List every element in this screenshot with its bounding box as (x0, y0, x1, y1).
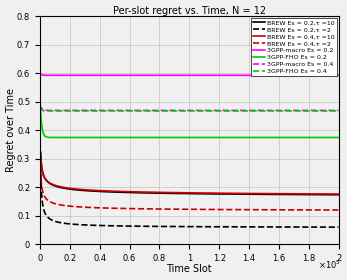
3GPP-macro Es = 0.4 (47, 109, 51, 112)
BREW Es = 0.2,τ =2 (217, 225, 221, 228)
BREW Es = 0.4,τ =2 (152, 207, 156, 211)
BREW Es = 0.2,τ =2 (92, 224, 96, 227)
3GPP-macro Es = 0.2 (47, 74, 51, 77)
3GPP-FHO Es = 0.4 (152, 109, 156, 113)
BREW Es = 0.2,τ =10 (283, 193, 288, 196)
Text: $\times10^5$: $\times10^5$ (319, 259, 341, 271)
BREW Es = 0.2,τ =10 (217, 192, 221, 196)
3GPP-macro Es = 0.4 (38, 103, 42, 106)
3GPP-macro Es = 0.4 (261, 109, 265, 112)
BREW Es = 0.4,τ =2 (232, 208, 236, 211)
Line: BREW Es = 0.4,τ =10: BREW Es = 0.4,τ =10 (40, 156, 339, 194)
BREW Es = 0.4,τ =2 (337, 208, 341, 212)
BREW Es = 0.4,τ =2 (217, 208, 221, 211)
BREW Es = 0.2,τ =10 (152, 192, 156, 195)
3GPP-FHO Es = 0.4 (283, 109, 288, 113)
Y-axis label: Regret over Time: Regret over Time (6, 88, 16, 172)
BREW Es = 0.2,τ =2 (38, 164, 42, 168)
3GPP-FHO Es = 0.2 (217, 136, 221, 139)
3GPP-macro Es = 0.2 (283, 74, 288, 77)
BREW Es = 0.4,τ =10 (217, 192, 221, 195)
BREW Es = 0.2,τ =10 (261, 193, 265, 196)
3GPP-macro Es = 0.2 (152, 74, 156, 77)
3GPP-FHO Es = 0.4 (217, 109, 221, 113)
3GPP-FHO Es = 0.2 (38, 94, 42, 98)
BREW Es = 0.4,τ =10 (38, 154, 42, 158)
BREW Es = 0.2,τ =10 (232, 192, 236, 196)
BREW Es = 0.4,τ =2 (261, 208, 265, 211)
Line: BREW Es = 0.2,τ =2: BREW Es = 0.2,τ =2 (40, 166, 339, 227)
Line: 3GPP-FHO Es = 0.4: 3GPP-FHO Es = 0.4 (40, 108, 339, 111)
Line: BREW Es = 0.2,τ =10: BREW Es = 0.2,τ =10 (40, 152, 339, 195)
3GPP-FHO Es = 0.2 (261, 136, 265, 139)
3GPP-FHO Es = 0.2 (337, 136, 341, 139)
Line: BREW Es = 0.4,τ =2: BREW Es = 0.4,τ =2 (40, 170, 339, 210)
BREW Es = 0.2,τ =10 (38, 150, 42, 153)
3GPP-macro Es = 0.2 (92, 74, 96, 77)
3GPP-FHO Es = 0.2 (152, 136, 156, 139)
3GPP-macro Es = 0.4 (152, 109, 156, 112)
BREW Es = 0.4,τ =2 (38, 169, 42, 172)
3GPP-FHO Es = 0.4 (38, 106, 42, 109)
BREW Es = 0.2,τ =2 (283, 225, 288, 229)
BREW Es = 0.2,τ =2 (261, 225, 265, 229)
3GPP-FHO Es = 0.4 (232, 109, 236, 113)
3GPP-FHO Es = 0.4 (47, 109, 51, 113)
3GPP-macro Es = 0.2 (261, 74, 265, 77)
BREW Es = 0.4,τ =2 (92, 206, 96, 209)
Line: 3GPP-macro Es = 0.4: 3GPP-macro Es = 0.4 (40, 105, 339, 110)
3GPP-macro Es = 0.2 (232, 74, 236, 77)
3GPP-macro Es = 0.4 (337, 109, 341, 112)
3GPP-macro Es = 0.2 (38, 72, 42, 75)
BREW Es = 0.4,τ =10 (261, 192, 265, 195)
BREW Es = 0.2,τ =10 (337, 193, 341, 197)
3GPP-macro Es = 0.4 (283, 109, 288, 112)
BREW Es = 0.2,τ =2 (337, 225, 341, 229)
3GPP-macro Es = 0.2 (337, 74, 341, 77)
3GPP-macro Es = 0.4 (217, 109, 221, 112)
BREW Es = 0.2,τ =2 (232, 225, 236, 228)
3GPP-FHO Es = 0.2 (232, 136, 236, 139)
3GPP-FHO Es = 0.2 (47, 136, 51, 139)
3GPP-FHO Es = 0.2 (283, 136, 288, 139)
3GPP-macro Es = 0.2 (217, 74, 221, 77)
BREW Es = 0.2,τ =2 (152, 225, 156, 228)
Line: 3GPP-FHO Es = 0.2: 3GPP-FHO Es = 0.2 (40, 96, 339, 137)
BREW Es = 0.4,τ =10 (337, 192, 341, 196)
X-axis label: Time Slot: Time Slot (167, 264, 212, 274)
3GPP-FHO Es = 0.2 (92, 136, 96, 139)
3GPP-macro Es = 0.4 (232, 109, 236, 112)
Title: Per-slot regret vs. Time, N = 12: Per-slot regret vs. Time, N = 12 (113, 6, 266, 16)
Legend: BREW Es = 0.2,τ =10, BREW Es = 0.2,τ =2, BREW Es = 0.4,τ =10, BREW Es = 0.4,τ =2: BREW Es = 0.2,τ =10, BREW Es = 0.2,τ =2,… (251, 18, 337, 76)
BREW Es = 0.4,τ =10 (92, 189, 96, 192)
BREW Es = 0.4,τ =10 (232, 192, 236, 195)
BREW Es = 0.4,τ =10 (283, 192, 288, 195)
3GPP-macro Es = 0.4 (92, 109, 96, 112)
3GPP-FHO Es = 0.4 (337, 109, 341, 113)
3GPP-FHO Es = 0.4 (261, 109, 265, 113)
BREW Es = 0.4,τ =2 (283, 208, 288, 211)
3GPP-FHO Es = 0.4 (92, 109, 96, 113)
Line: 3GPP-macro Es = 0.2: 3GPP-macro Es = 0.2 (40, 73, 339, 75)
BREW Es = 0.2,τ =10 (92, 190, 96, 193)
BREW Es = 0.4,τ =10 (152, 191, 156, 194)
